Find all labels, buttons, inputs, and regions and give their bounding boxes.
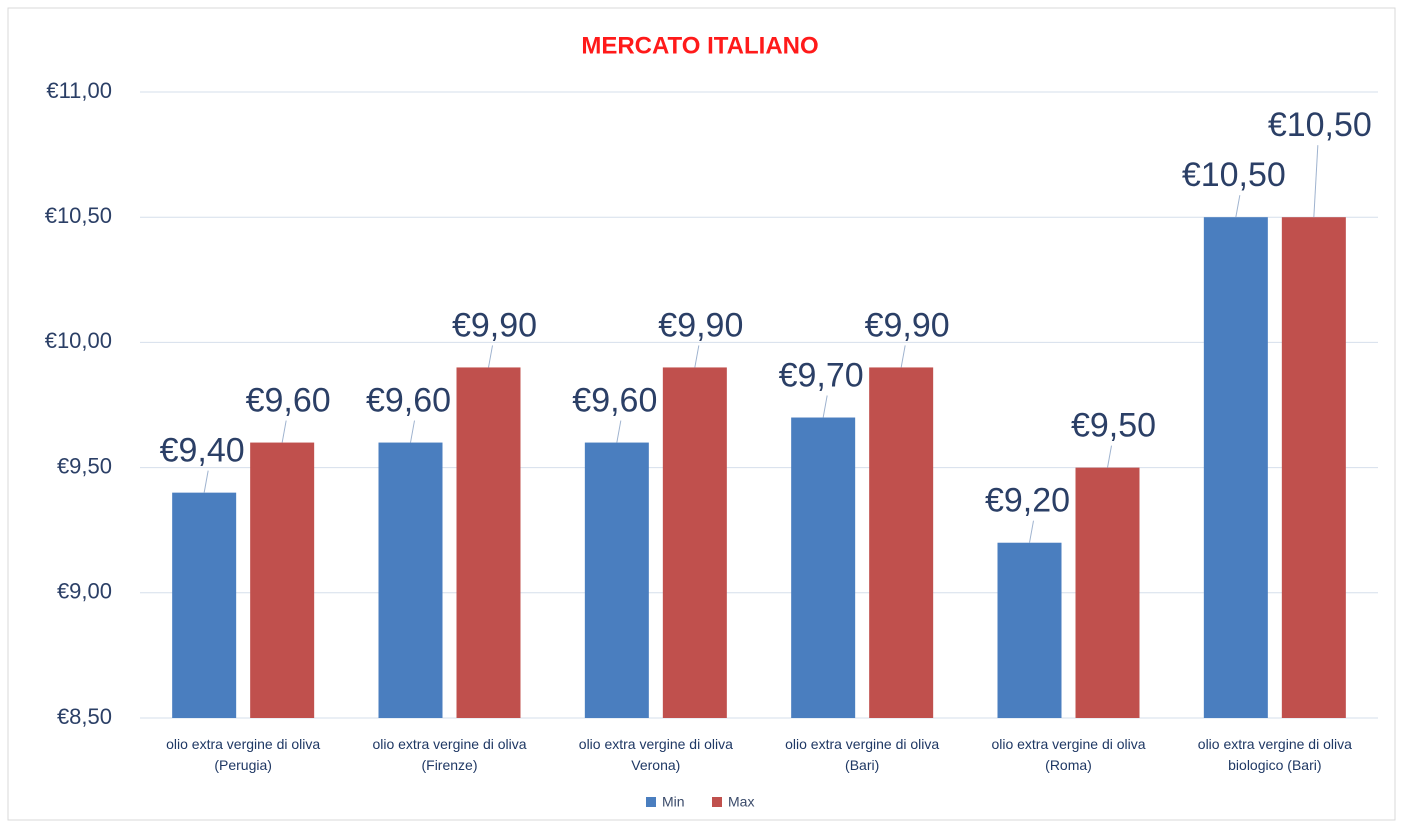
x-tick-label: olio extra vergine di oliva (Roma) [991, 736, 1145, 773]
bar [997, 542, 1062, 718]
bar [1075, 467, 1140, 718]
data-label: €9,60 [246, 382, 331, 420]
legend-label: Max [728, 794, 754, 810]
y-tick-label: €9,50 [57, 453, 112, 478]
leader-line [488, 345, 493, 368]
y-tick-label: €10,00 [45, 328, 112, 353]
data-label: €10,50 [1182, 156, 1286, 194]
legend-swatch [712, 797, 722, 807]
leader-line [1107, 445, 1112, 468]
data-label: €9,20 [985, 482, 1070, 520]
leader-line [203, 470, 209, 493]
leader-line [1235, 195, 1241, 218]
legend-label: Min [662, 794, 685, 810]
x-tick-label: olio extra vergine di oliva (Firenze) [372, 736, 526, 773]
data-label: €9,90 [658, 306, 743, 344]
y-tick-label: €9,00 [57, 579, 112, 604]
bar [662, 367, 727, 718]
bar [791, 417, 856, 718]
y-tick-label: €8,50 [57, 704, 112, 729]
leader-line [1029, 520, 1034, 543]
x-tick-label: olio extra vergine di oliva biologico (Ba… [1198, 736, 1352, 773]
data-label: €9,60 [366, 382, 451, 420]
y-tick-label: €10,50 [45, 203, 112, 228]
x-tick-label: olio extra vergine di oliva (Bari) [785, 736, 939, 773]
leader-line [694, 345, 700, 368]
bar [250, 442, 315, 718]
bar [378, 442, 443, 718]
bar [584, 442, 649, 718]
x-tick-label: olio extra vergine di oliva (Perugia) [166, 736, 320, 773]
data-label: €10,50 [1268, 106, 1372, 144]
leader-line [410, 420, 415, 443]
data-label: €9,90 [452, 306, 537, 344]
leader-line [900, 345, 906, 368]
bar [869, 367, 934, 718]
leader-line [822, 395, 828, 418]
x-tick-label: olio extra vergine di oliva Verona) [579, 736, 733, 773]
leader-line [281, 420, 287, 443]
data-label: €9,50 [1071, 407, 1156, 445]
leader-line [1313, 145, 1319, 218]
data-label: €9,70 [779, 357, 864, 395]
bar [1281, 217, 1346, 718]
legend-swatch [646, 797, 656, 807]
data-label: €9,40 [160, 432, 245, 470]
bar [456, 367, 521, 718]
bar [172, 492, 237, 718]
chart-title: MERCATO ITALIANO [581, 32, 818, 59]
y-tick-label: €11,00 [46, 78, 112, 103]
bar [1203, 217, 1268, 718]
leader-line [616, 420, 622, 443]
data-label: €9,90 [865, 306, 950, 344]
data-label: €9,60 [572, 382, 657, 420]
